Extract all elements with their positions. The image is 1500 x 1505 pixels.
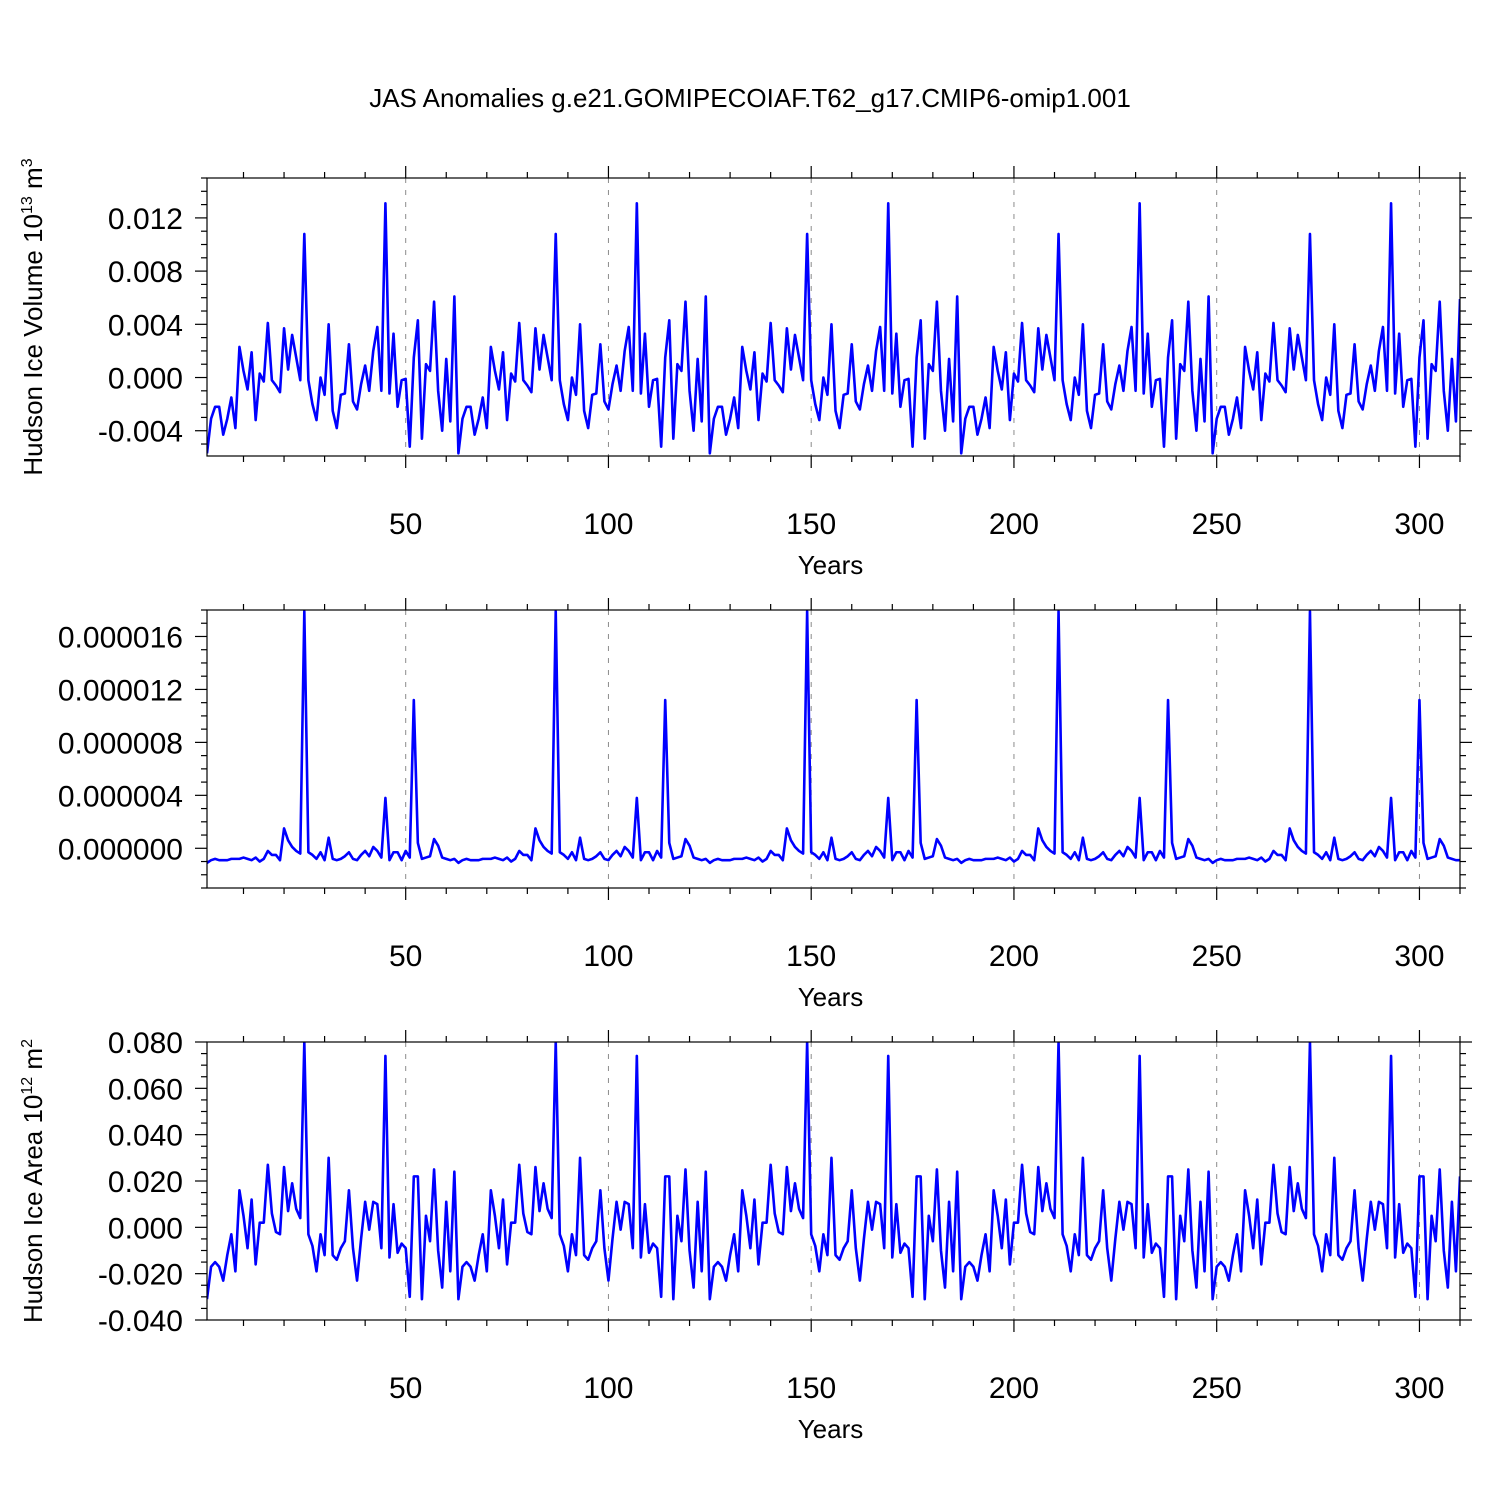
x-tick-label-300: 300 — [1394, 940, 1444, 973]
x-tick-label-250: 250 — [1192, 1372, 1242, 1405]
y-axis-label-exponent: 12 — [19, 1077, 36, 1095]
series-line-panel-1 — [207, 201, 1460, 455]
y-tick-label: 0.000 — [108, 363, 183, 396]
plot-frame — [206, 609, 1461, 889]
x-tick-label-250: 250 — [1192, 508, 1242, 541]
y-tick-label: -0.020 — [98, 1259, 183, 1292]
x-axis-label: Years — [798, 982, 864, 1012]
y-axis-label-unit-exponent: 2 — [19, 1039, 36, 1048]
y-axis-label-text: Hudson Ice Volume 10 — [18, 214, 48, 476]
x-tick-label-50: 50 — [389, 508, 422, 541]
x-tick-label-300: 300 — [1394, 1372, 1444, 1405]
x-tick-label-150: 150 — [786, 1372, 836, 1405]
plot-frame — [206, 177, 1461, 457]
y-tick-label: 0.000008 — [58, 727, 183, 760]
y-tick-label: 0.012 — [108, 203, 183, 236]
y-tick-label: -0.040 — [98, 1305, 183, 1338]
x-tick-label-150: 150 — [786, 508, 836, 541]
x-axis-label: Years — [798, 1414, 864, 1444]
y-axis-label: Hudson Ice Volume 1013 m3 — [18, 158, 48, 475]
x-tick-label-300: 300 — [1394, 508, 1444, 541]
x-tick-label-50: 50 — [389, 940, 422, 973]
y-tick-label: 0.000 — [108, 1212, 183, 1245]
panel-1: 50 100 150 200 250 300 Years -0.004 0.000 0.004 0.… — [18, 158, 1472, 580]
y-axis-label-unit-exponent: 3 — [19, 158, 36, 167]
x-tick-label-200: 200 — [989, 1372, 1039, 1405]
y-tick-label: 0.000004 — [58, 780, 183, 813]
panels: 50 100 150 200 250 300Years-0.0040.0000.0040.… — [18, 158, 1472, 1444]
y-tick-label: 0.004 — [108, 309, 183, 342]
y-axis-label-unit: m — [18, 1048, 48, 1077]
y-tick-label: 0.008 — [108, 256, 183, 289]
y-axis-label: Hudson Ice Area 1012 m2 — [18, 1039, 48, 1323]
y-axis-label-unit: m — [18, 167, 48, 196]
y-tick-label: 0.000012 — [58, 674, 183, 707]
x-tick-label-50: 50 — [389, 1372, 422, 1405]
y-tick-label: 0.040 — [108, 1120, 183, 1153]
y-tick-label: 0.000000 — [58, 833, 183, 866]
y-tick-label: 0.080 — [108, 1027, 183, 1060]
series-line-panel-3 — [207, 1042, 1460, 1301]
y-axis-label-exponent: 13 — [19, 196, 36, 214]
y-tick-label: 0.060 — [108, 1073, 183, 1106]
y-tick-label: 0.020 — [108, 1166, 183, 1199]
x-axis-label: Years — [798, 550, 864, 580]
x-tick-label-200: 200 — [989, 940, 1039, 973]
x-tick-label-150: 150 — [786, 940, 836, 973]
y-tick-label: 0.000016 — [58, 621, 183, 654]
x-tick-label-100: 100 — [583, 1372, 633, 1405]
y-axis-label-text: Hudson Ice Area 10 — [18, 1095, 48, 1323]
series-line-panel-2 — [207, 610, 1460, 865]
x-tick-label-100: 100 — [583, 940, 633, 973]
chart-title: JAS Anomalies g.e21.GOMIPECOIAF.T62_g17.… — [369, 83, 1131, 113]
y-tick-label: -0.004 — [98, 416, 183, 449]
panel-2: 50 100 150 200 250 300 Years 0.000000 0.000004 0.… — [58, 598, 1472, 1012]
x-tick-label-250: 250 — [1192, 940, 1242, 973]
x-tick-label-100: 100 — [583, 508, 633, 541]
x-tick-label-200: 200 — [989, 508, 1039, 541]
panel-3: 50 100 150 200 250 300 Years -0.040 -0.020 0.000 0… — [18, 1027, 1472, 1444]
